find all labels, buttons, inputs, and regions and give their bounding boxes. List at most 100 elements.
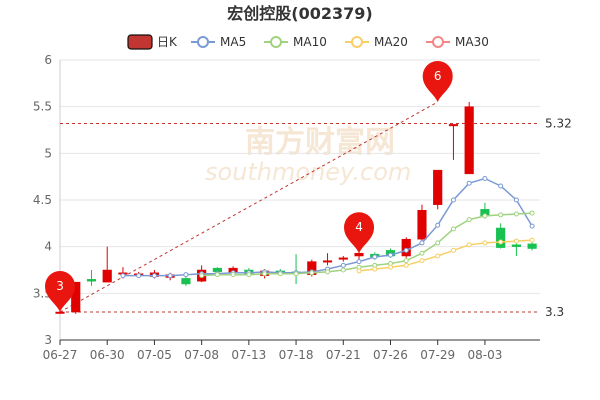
watermark-text-cn: 南方财富网 bbox=[245, 125, 395, 160]
y-tick-label: 4.5 bbox=[33, 193, 52, 207]
ma10-point bbox=[466, 217, 472, 223]
x-axis: 06-27 06-30 07-05 07-08 07-13 07-18 07-21 07-26… bbox=[43, 339, 540, 362]
candle-body bbox=[448, 124, 459, 127]
legend-label: MA20 bbox=[374, 35, 408, 49]
candle bbox=[496, 223, 506, 249]
ma5-point bbox=[419, 240, 425, 246]
ma5-point bbox=[403, 247, 409, 253]
legend-item: MA30 bbox=[426, 35, 489, 49]
ma5-point bbox=[120, 273, 126, 279]
ma10-point bbox=[309, 270, 315, 276]
ma10-point bbox=[435, 240, 441, 246]
ma-lines bbox=[120, 176, 535, 279]
legend-label: 日K bbox=[157, 35, 178, 49]
x-tick-label: 08-03 bbox=[467, 348, 502, 362]
candle bbox=[102, 246, 112, 283]
pin-label: 6 bbox=[434, 69, 442, 83]
ma10-point bbox=[246, 272, 252, 278]
ma5-point bbox=[498, 183, 504, 189]
mark-point-pin: 4 bbox=[344, 212, 375, 254]
legend-label: MA5 bbox=[220, 35, 246, 49]
legend-marker-icon bbox=[432, 36, 444, 48]
ma20-point bbox=[387, 264, 393, 270]
mark-line-label: 5.32 bbox=[545, 116, 572, 130]
ma10-line bbox=[201, 212, 533, 277]
ma5-point bbox=[482, 176, 488, 182]
ma10-point bbox=[277, 271, 283, 277]
candle-body bbox=[354, 252, 364, 257]
ma5-point bbox=[372, 254, 378, 260]
ma20-line bbox=[358, 239, 533, 272]
ma10-point bbox=[529, 210, 535, 216]
ma20-point bbox=[403, 262, 409, 268]
mark-points: 3 4 6 bbox=[45, 61, 453, 312]
x-tick-label: 07-08 bbox=[184, 348, 219, 362]
ma10-point bbox=[403, 258, 409, 264]
ma5-point bbox=[529, 223, 535, 229]
candle-body bbox=[433, 169, 443, 205]
x-tick-label: 07-05 bbox=[137, 348, 172, 362]
ma10-point bbox=[230, 272, 236, 278]
ma20-point bbox=[450, 247, 456, 253]
ma5-point bbox=[136, 273, 142, 279]
candle bbox=[464, 102, 474, 175]
ma20-point bbox=[513, 238, 519, 244]
ma10-point bbox=[262, 271, 268, 277]
x-tick-label: 07-26 bbox=[373, 348, 408, 362]
legend-item: MA10 bbox=[264, 35, 327, 49]
ma5-point bbox=[340, 262, 346, 268]
ma20-point bbox=[372, 266, 378, 272]
ma20-point bbox=[482, 240, 488, 246]
candle bbox=[448, 124, 459, 160]
ma10-point bbox=[199, 273, 205, 279]
ma5-point bbox=[151, 273, 157, 279]
watermark: 南方财富网 southmoney.com bbox=[205, 125, 411, 186]
pin-label: 4 bbox=[355, 220, 363, 234]
ma5-point bbox=[167, 273, 173, 279]
candle bbox=[322, 253, 333, 266]
candle-body bbox=[527, 243, 537, 249]
x-tick-label: 07-18 bbox=[279, 348, 314, 362]
mark-lines: 5.32 3.3 bbox=[60, 116, 572, 319]
ma20-point bbox=[419, 258, 425, 264]
candle bbox=[401, 237, 411, 258]
candle bbox=[86, 270, 97, 286]
legend-item: MA20 bbox=[345, 35, 408, 49]
ma10-point bbox=[419, 250, 425, 256]
candle-body bbox=[181, 278, 191, 285]
candle-body bbox=[102, 269, 112, 283]
candle-body bbox=[464, 106, 474, 175]
ma5-point bbox=[356, 259, 362, 265]
ma10-point bbox=[293, 271, 299, 277]
mark-point-pin: 3 bbox=[45, 271, 75, 312]
candle bbox=[433, 169, 443, 210]
candle-body bbox=[511, 244, 521, 247]
x-tick-label: 07-29 bbox=[420, 348, 455, 362]
candle bbox=[417, 204, 427, 242]
candle-body bbox=[55, 311, 65, 314]
candle bbox=[291, 254, 301, 284]
ma10-point bbox=[450, 226, 456, 232]
ma10-point bbox=[482, 213, 488, 219]
candle bbox=[71, 281, 81, 314]
ma5-point bbox=[435, 222, 441, 228]
ma10-point bbox=[214, 272, 220, 278]
chart-title: 宏创控股(002379) bbox=[227, 4, 372, 23]
x-tick-label: 06-30 bbox=[90, 348, 125, 362]
pin-shape bbox=[344, 212, 375, 254]
candle-body bbox=[322, 260, 333, 263]
y-tick-label: 3 bbox=[44, 333, 52, 347]
ma20-point bbox=[529, 237, 535, 243]
ma10-point bbox=[513, 211, 519, 217]
x-tick-label: 07-21 bbox=[326, 348, 361, 362]
ma20-point bbox=[498, 239, 504, 245]
legend-marker-icon bbox=[197, 36, 209, 48]
legend-item: MA5 bbox=[191, 35, 246, 49]
grid-lines bbox=[60, 59, 540, 341]
chart-legend: 日K MA5 MA10 MA20 MA30 bbox=[127, 34, 489, 50]
mark-point-pin: 6 bbox=[422, 61, 453, 102]
ma20-point bbox=[466, 242, 472, 248]
legend-candle-icon bbox=[127, 34, 153, 50]
y-tick-label: 5.5 bbox=[33, 100, 52, 114]
